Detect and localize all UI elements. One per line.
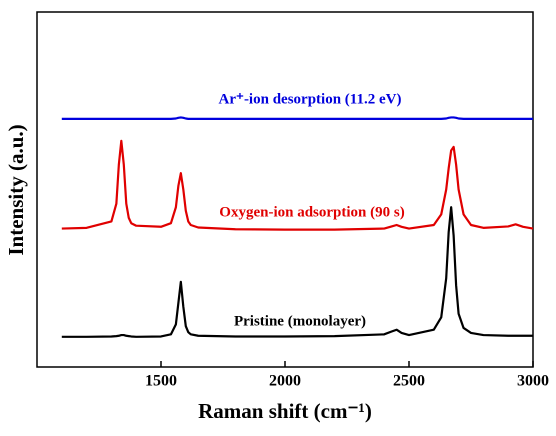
series-line — [61, 206, 533, 338]
x-axis-label: Raman shift (cm⁻¹) — [198, 399, 372, 423]
series-label: Pristine (monolayer) — [234, 313, 366, 329]
x-tick-label: 1500 — [145, 373, 177, 390]
series-label: Oxygen-ion adsorption (90 s) — [219, 204, 404, 220]
series-label: Ar⁺-ion desorption (11.2 eV) — [219, 91, 402, 107]
y-axis-label: Intensity (a.u.) — [4, 124, 28, 255]
x-tick-label: 3000 — [517, 373, 549, 390]
x-tick-label: 2000 — [269, 373, 301, 390]
series-line — [61, 139, 534, 231]
series-line — [61, 116, 533, 120]
x-tick-label: 2500 — [393, 373, 425, 390]
